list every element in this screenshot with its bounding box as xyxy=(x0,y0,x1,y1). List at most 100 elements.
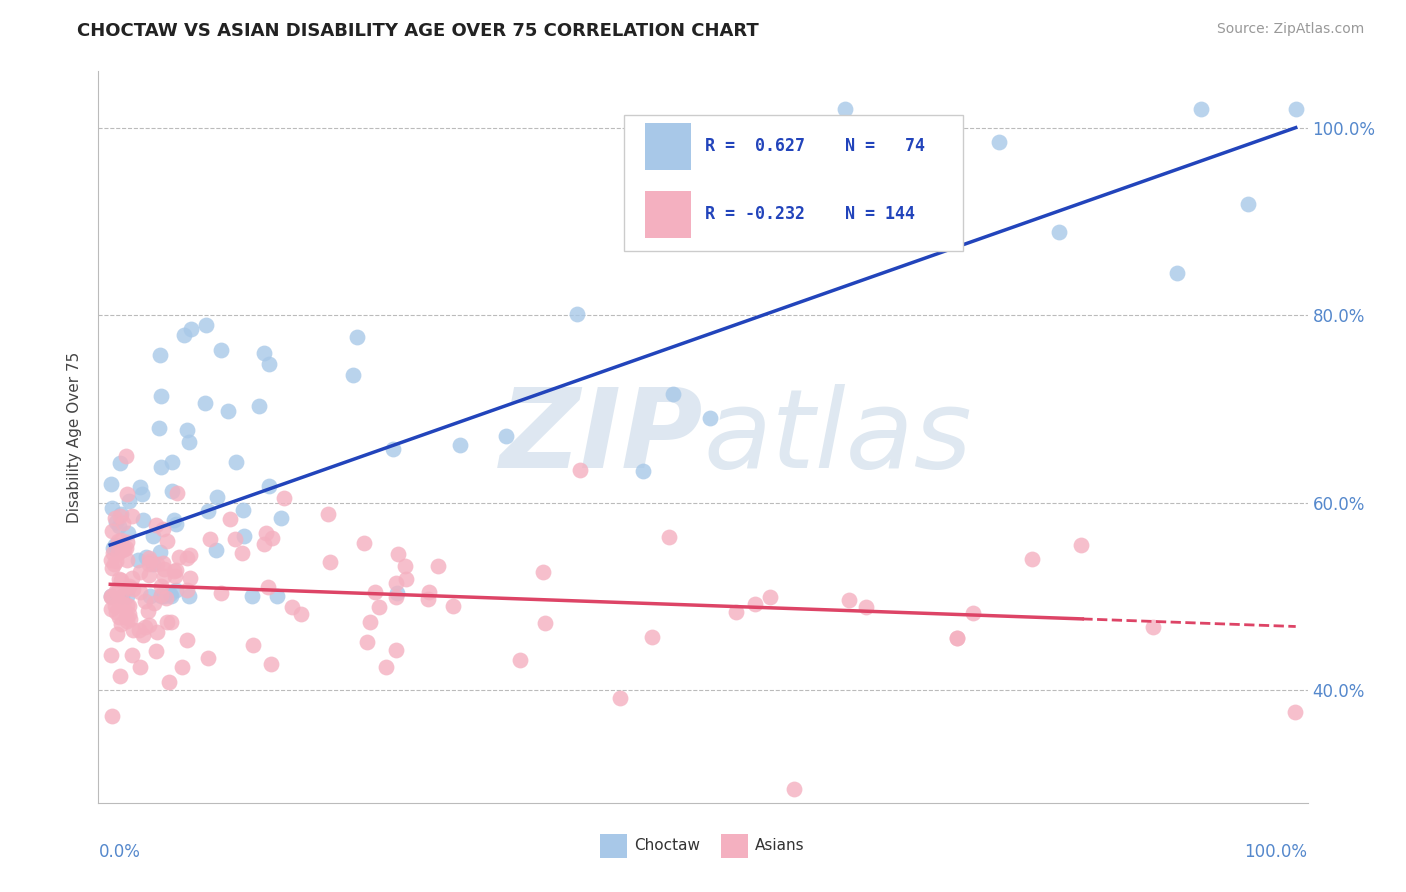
Point xyxy=(100,590,122,604)
Point xyxy=(159,586,181,600)
Point xyxy=(242,638,264,652)
FancyBboxPatch shape xyxy=(721,834,748,858)
Point xyxy=(110,669,132,683)
Point xyxy=(658,530,681,544)
Point xyxy=(232,502,254,516)
Point xyxy=(129,481,152,495)
Point xyxy=(180,322,202,336)
Point xyxy=(128,660,150,674)
Point xyxy=(127,552,149,566)
Text: R = -0.232    N = 144: R = -0.232 N = 144 xyxy=(706,205,915,223)
Point xyxy=(385,591,408,605)
Point xyxy=(110,616,132,631)
Point xyxy=(132,628,155,642)
Point xyxy=(100,601,122,615)
Point xyxy=(179,571,201,585)
Point xyxy=(150,459,173,474)
Point xyxy=(149,348,172,362)
Point xyxy=(160,590,183,604)
Point xyxy=(209,586,232,600)
Point xyxy=(217,404,239,418)
Point xyxy=(142,558,165,572)
Text: Source: ZipAtlas.com: Source: ZipAtlas.com xyxy=(1216,22,1364,37)
Point xyxy=(1070,539,1092,553)
Point xyxy=(531,565,554,579)
Point xyxy=(231,546,253,560)
Point xyxy=(104,599,127,614)
Point xyxy=(105,554,128,568)
Point xyxy=(134,620,156,634)
Point xyxy=(108,572,131,586)
Point xyxy=(108,594,131,608)
Text: 100.0%: 100.0% xyxy=(1244,843,1308,861)
Point xyxy=(342,368,364,383)
Point xyxy=(100,590,122,604)
Point xyxy=(254,526,277,541)
Point xyxy=(163,513,186,527)
Point xyxy=(103,558,125,572)
Point xyxy=(266,590,288,604)
Point xyxy=(281,600,304,615)
Point xyxy=(988,135,1011,149)
Point xyxy=(257,357,280,371)
Point xyxy=(1189,102,1212,116)
Point xyxy=(139,553,162,567)
Point xyxy=(257,479,280,493)
Point xyxy=(1284,705,1306,719)
Point xyxy=(138,568,160,582)
Point xyxy=(115,487,138,501)
Point xyxy=(1047,225,1070,239)
Point xyxy=(138,557,160,571)
Point xyxy=(159,615,181,629)
Point xyxy=(247,399,270,413)
Point xyxy=(150,589,173,603)
Point xyxy=(110,573,132,587)
Point xyxy=(783,781,806,796)
Point xyxy=(163,564,186,578)
Point xyxy=(160,484,183,499)
Point xyxy=(138,550,160,565)
Point xyxy=(509,653,531,667)
Point xyxy=(179,549,201,563)
Point xyxy=(129,565,152,579)
Point xyxy=(962,606,984,620)
Point xyxy=(112,598,135,612)
Point xyxy=(138,618,160,632)
Point xyxy=(197,650,219,665)
Point xyxy=(359,615,381,630)
Point xyxy=(165,517,187,532)
Point xyxy=(155,591,177,606)
Point xyxy=(111,590,134,604)
Point xyxy=(131,487,153,501)
Text: ZIP: ZIP xyxy=(499,384,703,491)
Point xyxy=(162,455,184,469)
Point xyxy=(115,450,138,464)
Point xyxy=(118,599,141,613)
Point xyxy=(253,346,276,360)
Point xyxy=(176,582,198,597)
Point xyxy=(270,511,292,525)
Point xyxy=(134,594,156,608)
Text: CHOCTAW VS ASIAN DISABILITY AGE OVER 75 CORRELATION CHART: CHOCTAW VS ASIAN DISABILITY AGE OVER 75 … xyxy=(77,22,759,40)
Point xyxy=(114,610,136,624)
Point xyxy=(165,583,187,598)
Point xyxy=(253,537,276,551)
Point xyxy=(699,411,721,425)
Text: atlas: atlas xyxy=(703,384,972,491)
Point xyxy=(744,597,766,611)
Point xyxy=(569,463,592,477)
Point xyxy=(107,546,129,560)
Point xyxy=(156,534,179,549)
Text: Choctaw: Choctaw xyxy=(634,838,700,854)
Point xyxy=(834,102,856,116)
Point xyxy=(117,581,139,595)
Point xyxy=(121,582,143,596)
Point xyxy=(155,615,177,630)
Point xyxy=(136,604,159,618)
Point xyxy=(426,558,449,573)
Point xyxy=(441,599,464,613)
Point xyxy=(121,623,143,637)
Point xyxy=(100,708,122,723)
Point xyxy=(661,387,683,401)
Point xyxy=(117,525,139,540)
